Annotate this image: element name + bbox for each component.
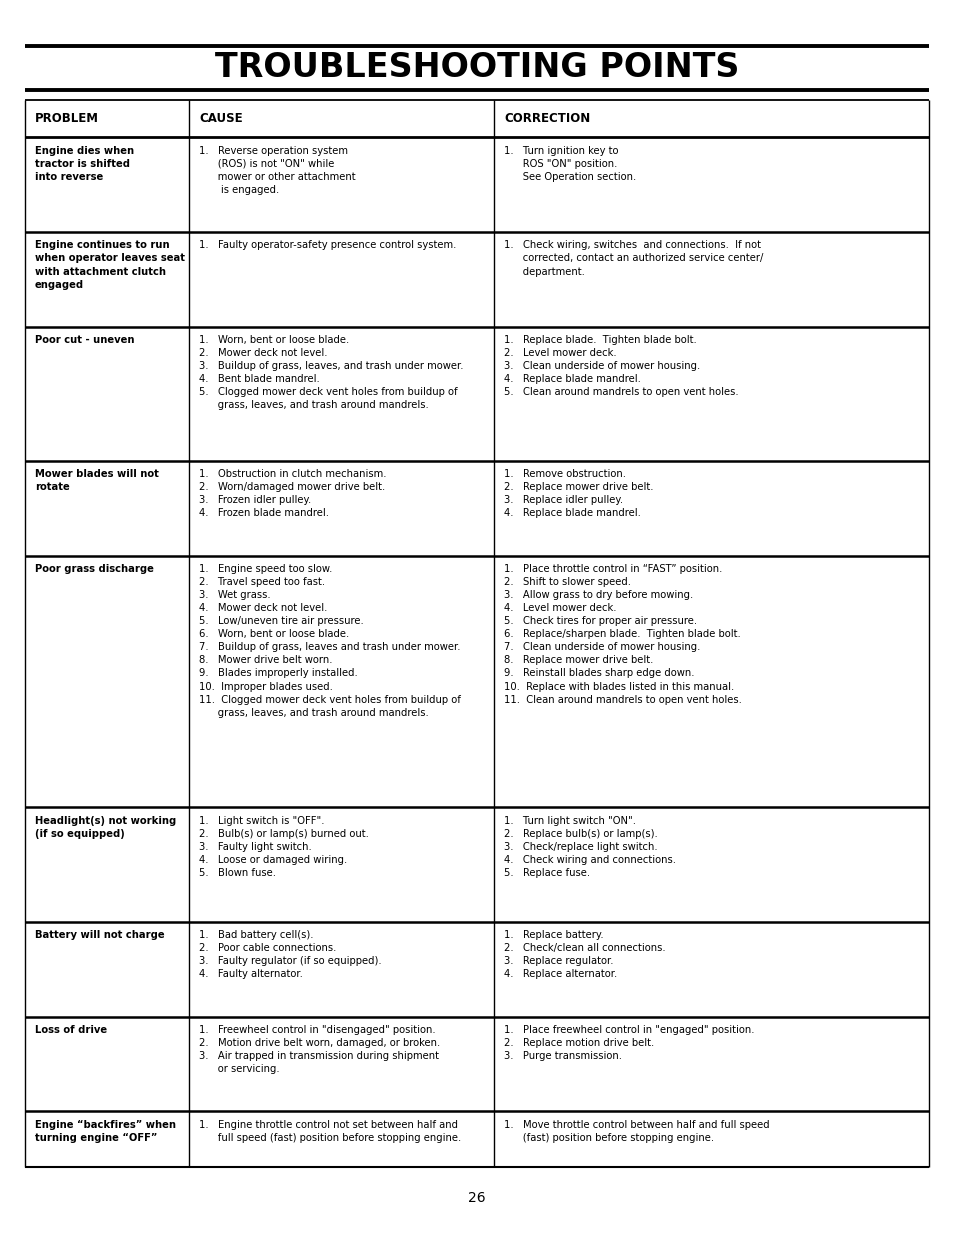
Text: 1.   Place freewheel control in "engaged" position.
2.   Replace motion drive be: 1. Place freewheel control in "engaged" … <box>503 1025 754 1061</box>
Text: 1.   Replace battery.
2.   Check/clean all connections.
3.   Replace regulator.
: 1. Replace battery. 2. Check/clean all c… <box>503 930 665 979</box>
Text: Engine “backfires” when
turning engine “OFF”: Engine “backfires” when turning engine “… <box>34 1120 175 1144</box>
Text: 1.   Turn light switch "ON".
2.   Replace bulb(s) or lamp(s).
3.   Check/replace: 1. Turn light switch "ON". 2. Replace bu… <box>503 816 676 878</box>
Text: Poor cut - uneven: Poor cut - uneven <box>34 335 134 346</box>
Text: 1.   Remove obstruction.
2.   Replace mower drive belt.
3.   Replace idler pulle: 1. Remove obstruction. 2. Replace mower … <box>503 469 653 519</box>
Text: 1.   Reverse operation system
      (ROS) is not "ON" while
      mower or other: 1. Reverse operation system (ROS) is not… <box>198 146 355 195</box>
Text: Engine continues to run
when operator leaves seat
with attachment clutch
engaged: Engine continues to run when operator le… <box>34 241 185 289</box>
Text: 1.   Replace blade.  Tighten blade bolt.
2.   Level mower deck.
3.   Clean under: 1. Replace blade. Tighten blade bolt. 2.… <box>503 335 738 398</box>
Text: 1.   Obstruction in clutch mechanism.
2.   Worn/damaged mower drive belt.
3.   F: 1. Obstruction in clutch mechanism. 2. W… <box>198 469 386 519</box>
Text: CORRECTION: CORRECTION <box>503 112 590 125</box>
Text: 26: 26 <box>468 1191 485 1205</box>
Text: 1.   Move throttle control between half and full speed
      (fast) position bef: 1. Move throttle control between half an… <box>503 1120 769 1144</box>
Text: CAUSE: CAUSE <box>198 112 242 125</box>
Text: Mower blades will not
rotate: Mower blades will not rotate <box>34 469 158 493</box>
Text: 1.   Faulty operator-safety presence control system.: 1. Faulty operator-safety presence contr… <box>198 241 456 251</box>
Text: 1.   Engine speed too slow.
2.   Travel speed too fast.
3.   Wet grass.
4.   Mow: 1. Engine speed too slow. 2. Travel spee… <box>198 564 460 718</box>
Text: Loss of drive: Loss of drive <box>34 1025 107 1035</box>
Text: Battery will not charge: Battery will not charge <box>34 930 164 940</box>
Text: 1.   Worn, bent or loose blade.
2.   Mower deck not level.
3.   Buildup of grass: 1. Worn, bent or loose blade. 2. Mower d… <box>198 335 463 410</box>
Text: 1.   Check wiring, switches  and connections.  If not
      corrected, contact a: 1. Check wiring, switches and connection… <box>503 241 762 277</box>
Text: 1.   Place throttle control in “FAST” position.
2.   Shift to slower speed.
3.  : 1. Place throttle control in “FAST” posi… <box>503 564 741 704</box>
Text: 1.   Bad battery cell(s).
2.   Poor cable connections.
3.   Faulty regulator (if: 1. Bad battery cell(s). 2. Poor cable co… <box>198 930 381 979</box>
Text: Poor grass discharge: Poor grass discharge <box>34 564 153 574</box>
Text: Headlight(s) not working
(if so equipped): Headlight(s) not working (if so equipped… <box>34 816 176 839</box>
Text: 1.   Turn ignition key to
      ROS "ON" position.
      See Operation section.: 1. Turn ignition key to ROS "ON" positio… <box>503 146 636 182</box>
Text: TROUBLESHOOTING POINTS: TROUBLESHOOTING POINTS <box>214 52 739 84</box>
Text: Engine dies when
tractor is shifted
into reverse: Engine dies when tractor is shifted into… <box>34 146 133 182</box>
Text: PROBLEM: PROBLEM <box>34 112 99 125</box>
Text: 1.   Light switch is "OFF".
2.   Bulb(s) or lamp(s) burned out.
3.   Faulty ligh: 1. Light switch is "OFF". 2. Bulb(s) or … <box>198 816 369 878</box>
Text: 1.   Freewheel control in "disengaged" position.
2.   Motion drive belt worn, da: 1. Freewheel control in "disengaged" pos… <box>198 1025 439 1074</box>
Text: 1.   Engine throttle control not set between half and
      full speed (fast) po: 1. Engine throttle control not set betwe… <box>198 1120 460 1144</box>
